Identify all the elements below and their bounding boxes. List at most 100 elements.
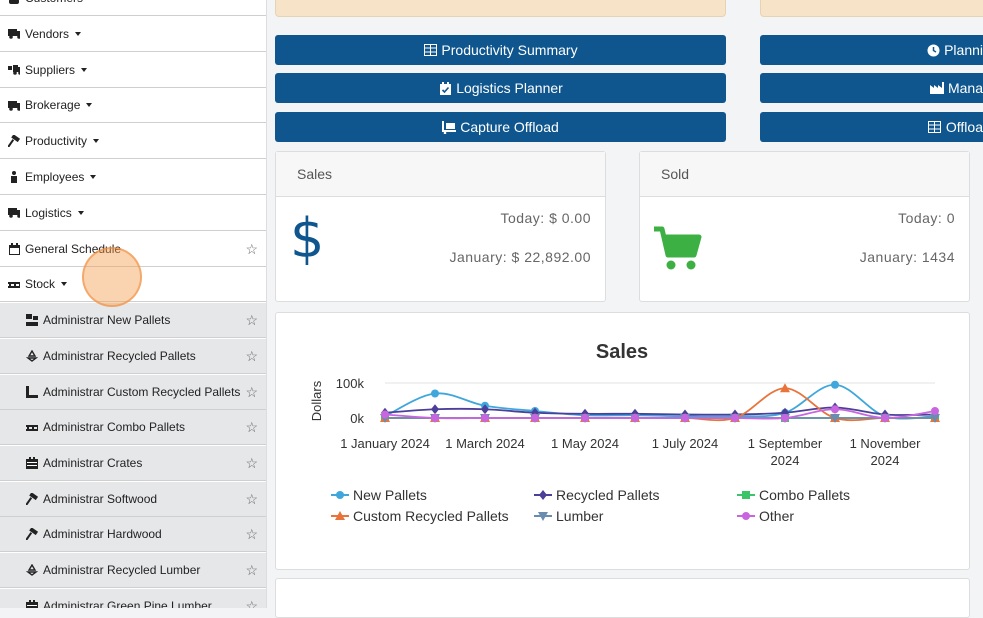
legend-label: Custom Recycled Pallets (353, 508, 509, 524)
caret-down-icon (75, 32, 81, 36)
truck-moving-icon (8, 99, 20, 111)
legend-marker (742, 491, 750, 499)
star-icon[interactable]: ☆ (245, 562, 258, 579)
button-label: Capture Offload (460, 119, 559, 135)
dollar-icon: $ (290, 212, 324, 266)
star-icon[interactable]: ☆ (245, 526, 258, 543)
caret-down-icon (93, 139, 99, 143)
sidebar-item-label: Brokerage (25, 98, 80, 112)
caret-down-icon (61, 282, 67, 286)
sold-card: Sold Today: 0 January: 1434 (639, 151, 970, 302)
stock-subitem-label: Administrar Custom Recycled Pallets (43, 385, 240, 399)
x-tick-label: 1 January 2024 (340, 436, 430, 451)
stock-subitem[interactable]: Administrar Custom Recycled Pallets ☆ (0, 375, 266, 410)
sidebar-item-vendors[interactable]: Vendors (0, 17, 266, 52)
x-tick-label: 1 July 2024 (652, 436, 719, 451)
stock-subitem-label: Administrar Hardwood (43, 527, 162, 541)
button-label: Productivity Summary (441, 42, 577, 58)
pallet-boxes-icon (26, 314, 38, 326)
person-icon (8, 171, 20, 183)
stock-subitem-label: Administrar Crates (43, 456, 142, 470)
button-label: Mana (948, 80, 983, 96)
caret-down-icon (90, 175, 96, 179)
star-icon[interactable]: ☆ (245, 455, 258, 472)
hammer-icon (26, 493, 38, 505)
sold-today: Today: 0 (898, 210, 955, 226)
data-point (831, 381, 839, 389)
sidebar-item-productivity[interactable]: Productivity (0, 124, 266, 159)
star-icon[interactable]: ☆ (245, 348, 258, 365)
data-point (581, 414, 589, 422)
click-indicator (82, 247, 142, 307)
stock-subitem[interactable]: Administrar Recycled Lumber☆ (0, 553, 266, 588)
sidebar-item-employees[interactable]: Employees (0, 160, 266, 195)
truck-icon (8, 28, 20, 40)
sidebar-item-label: Customers (25, 0, 83, 5)
calendar-check-icon (438, 81, 452, 95)
stock-subitem-label: Administrar Green Pine Lumber (43, 599, 212, 608)
stock-subitem[interactable]: Administrar Combo Pallets☆ (0, 410, 266, 445)
stock-subitem[interactable]: Administrar Recycled Pallets☆ (0, 339, 266, 374)
star-icon[interactable]: ☆ (245, 598, 258, 608)
sidebar-item-customers[interactable]: Customers (0, 0, 266, 16)
users-icon (8, 0, 20, 4)
pallet-icon (8, 278, 20, 290)
sidebar-item-label: Logistics (25, 206, 72, 220)
sidebar-item-logistics[interactable]: Logistics (0, 196, 266, 231)
y-axis-label: Dollars (309, 380, 324, 421)
caret-down-icon (86, 103, 92, 107)
stock-subitem[interactable]: Administrar Hardwood ☆ (0, 517, 266, 552)
star-icon[interactable]: ☆ (245, 241, 258, 258)
legend-marker (539, 490, 547, 500)
data-point (931, 407, 939, 415)
star-icon[interactable]: ☆ (245, 384, 258, 401)
truck-loading-icon (8, 64, 20, 76)
stock-subitem[interactable]: Administrar Softwood☆ (0, 482, 266, 517)
stock-subitem[interactable]: Administrar New Pallets ☆ (0, 303, 266, 338)
main-content: Productivity Summary Logistics Planner Cap… (266, 0, 983, 608)
logistics-planner-button[interactable]: Logistics Planner (275, 73, 726, 103)
table-icon (423, 43, 437, 57)
star-icon[interactable]: ☆ (245, 419, 258, 436)
legend-label: Lumber (556, 508, 604, 524)
mana-button[interactable]: Mana (760, 73, 983, 103)
sidebar-item-brokerage[interactable]: Brokerage (0, 88, 266, 123)
data-point (431, 404, 439, 414)
offloa-button[interactable]: Offloa (760, 112, 983, 142)
next-card (275, 578, 970, 618)
star-icon[interactable]: ☆ (245, 312, 258, 329)
legend-label: Recycled Pallets (556, 487, 660, 503)
notice-banner-left (275, 0, 726, 17)
crate-icon (26, 600, 38, 608)
sidebar-item-label: Stock (25, 277, 55, 291)
sidebar-item-suppliers[interactable]: Suppliers (0, 53, 266, 88)
button-label: Offloa (946, 119, 983, 135)
custom-pallet-icon (26, 386, 38, 398)
stock-subitem-label: Administrar New Pallets (43, 313, 170, 327)
stock-subitem[interactable]: Administrar Green Pine Lumber ☆ (0, 589, 266, 608)
dolly-icon (442, 120, 456, 134)
capture-offload-button[interactable]: Capture Offload (275, 112, 726, 142)
sidebar-item-label: Productivity (25, 134, 87, 148)
calendar-icon (8, 243, 20, 255)
hammer-icon (26, 528, 38, 540)
star-icon[interactable]: ☆ (245, 491, 258, 508)
button-label: Planni (944, 42, 983, 58)
notice-banner-right (760, 0, 983, 17)
data-point (381, 411, 389, 419)
data-point (481, 414, 489, 422)
data-point (681, 414, 689, 422)
productivity-summary-button[interactable]: Productivity Summary (275, 35, 726, 65)
y-tick-label: 0k (350, 411, 364, 426)
legend-label: New Pallets (353, 487, 427, 503)
sales-today: Today: $ 0.00 (500, 210, 591, 226)
stock-subitem[interactable]: Administrar Crates ☆ (0, 446, 266, 481)
sidebar-item-label: Employees (25, 170, 84, 184)
planni-button[interactable]: Planni (760, 35, 983, 65)
legend-marker (742, 512, 750, 520)
crate-icon (26, 457, 38, 469)
recycle-icon (26, 564, 38, 576)
